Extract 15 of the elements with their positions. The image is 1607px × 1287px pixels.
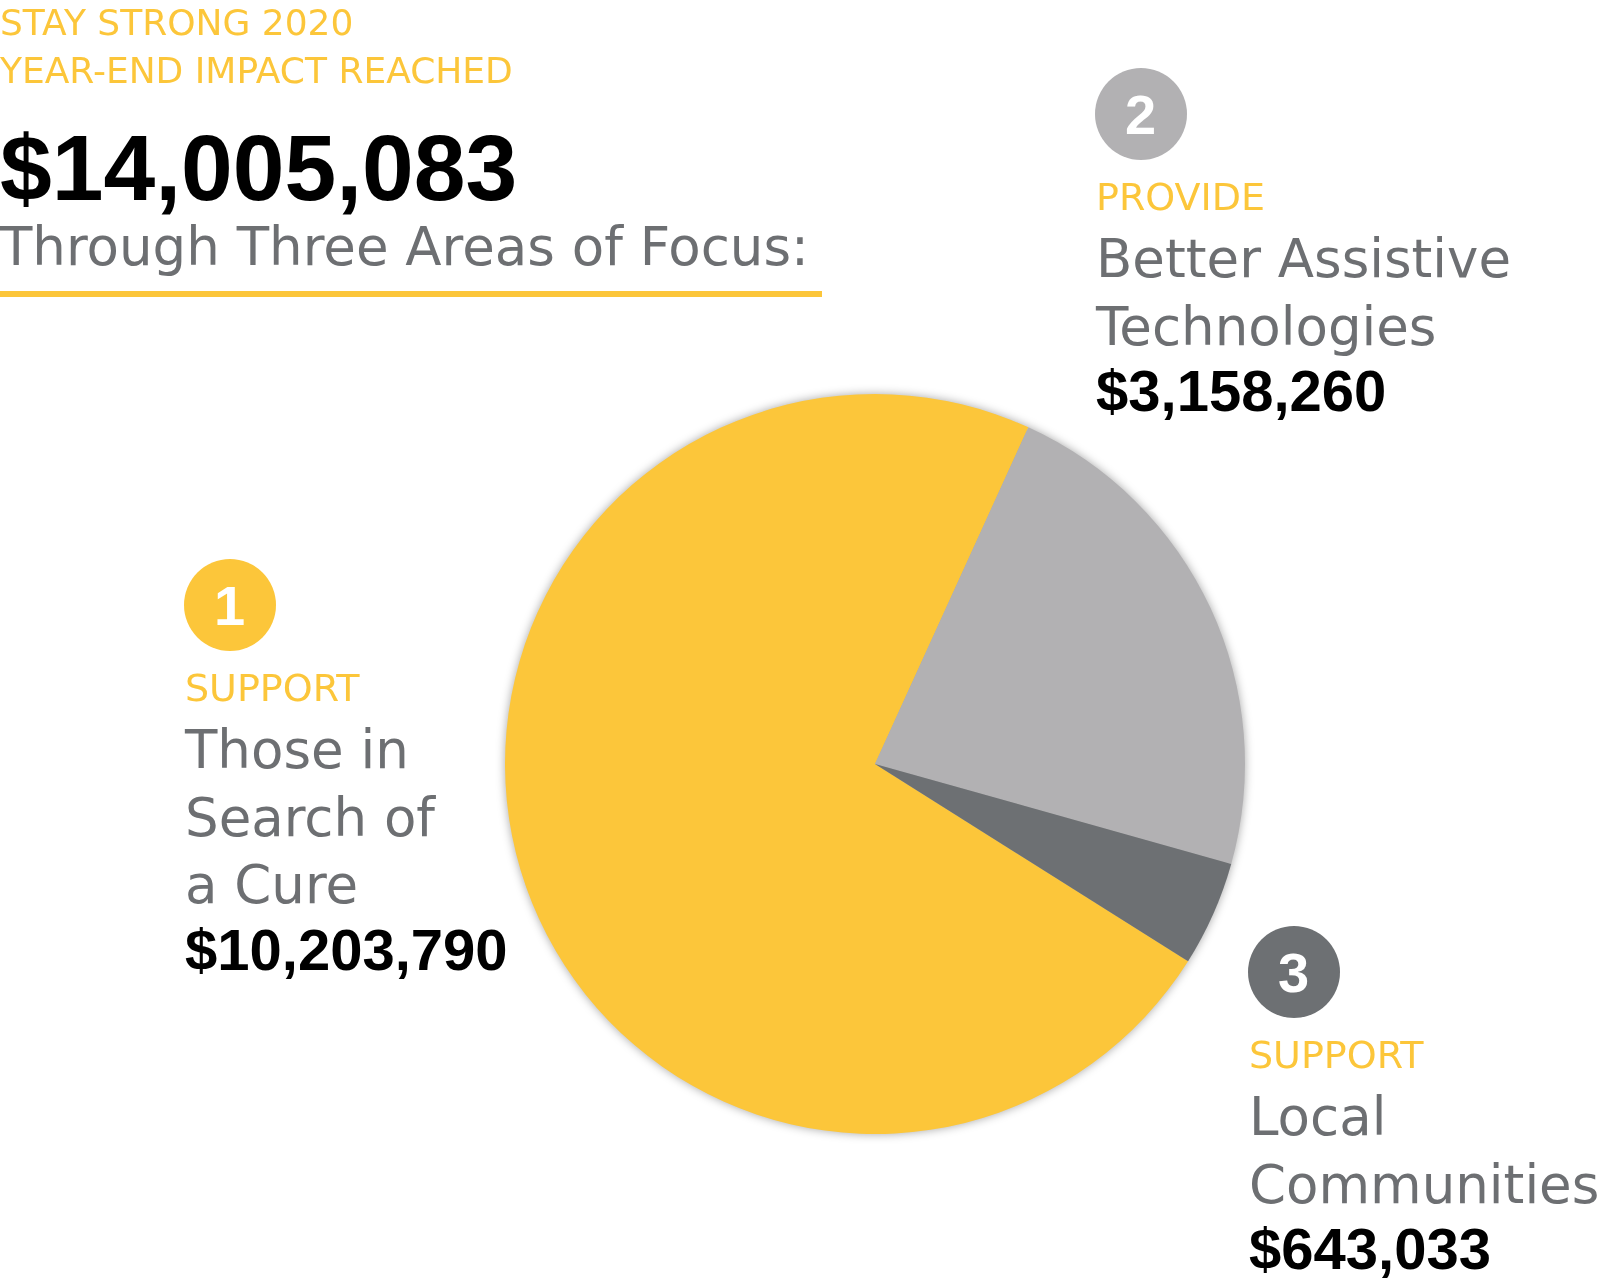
data-label: $3,158,260 <box>1096 358 1387 424</box>
data-label: $10,203,790 <box>185 916 508 982</box>
text: SUPPORT <box>185 665 361 710</box>
pie-slice <box>875 427 1245 864</box>
slice-label: Those in Search of a Cure <box>184 719 437 915</box>
pie-slice <box>875 764 1232 962</box>
text: SUPPORT <box>1249 1032 1425 1077</box>
data-label: $643,033 <box>1249 1216 1491 1282</box>
slice-label: Local Communities <box>1249 1086 1600 1215</box>
text: 1 <box>213 573 246 637</box>
text: PROVIDE <box>1096 174 1266 219</box>
slice-label: Better Assistive Technologies <box>1095 228 1512 357</box>
chart-title: STAY STRONG 2020 YEAR-END IMPACT REACHED <box>0 2 513 91</box>
text: 2 <box>1124 82 1157 146</box>
text: 3 <box>1277 940 1310 1004</box>
